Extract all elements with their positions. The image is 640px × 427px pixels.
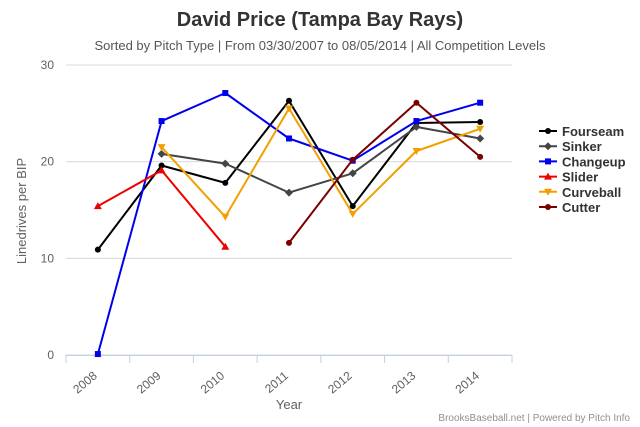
- data-point-cutter-2011: [286, 239, 292, 246]
- series-group: [93, 90, 485, 358]
- data-point-curveball-2012: [348, 210, 357, 218]
- data-point-cutter-2014: [477, 153, 484, 160]
- legend-label-fourseam: Fourseam: [562, 124, 624, 139]
- data-point-curveball-2011: [285, 105, 293, 113]
- data-point-fourseam-2010: [222, 179, 229, 186]
- data-point-curveball-2010: [221, 213, 230, 221]
- series-line-changeup: [96, 92, 481, 355]
- data-point-changeup-2014: [477, 99, 484, 106]
- credits: BrooksBaseball.net | Powered by Pitch In…: [438, 413, 630, 424]
- x-tick-label-2013: 2013: [389, 368, 419, 396]
- data-point-changeup-2008: [94, 351, 101, 358]
- legend-marker-slider: [544, 172, 552, 180]
- x-tick-label-2012: 2012: [325, 368, 355, 396]
- legend-label-cutter: Cutter: [562, 200, 600, 215]
- legend-marker-cutter: [545, 204, 551, 210]
- x-tick-label-2009: 2009: [134, 368, 164, 396]
- legend-label-sinker: Sinker: [562, 139, 602, 154]
- legend-item-sinker: Sinker: [539, 139, 602, 154]
- legend-item-changeup: Changeup: [539, 154, 626, 169]
- legend-label-slider: Slider: [562, 170, 598, 185]
- data-point-sinker-2013: [412, 122, 421, 131]
- y-tick-label-20: 20: [41, 155, 55, 169]
- y-axis-title: Linedrives per BIP: [14, 158, 29, 264]
- x-tick-label-2011: 2011: [262, 368, 291, 396]
- x-tick-label-2008: 2008: [70, 368, 100, 396]
- data-point-slider-2008: [93, 202, 102, 210]
- data-point-curveball-2009: [157, 144, 166, 152]
- data-point-curveball-2014: [476, 125, 485, 133]
- legend-marker-sinker: [544, 142, 552, 151]
- legend-item-slider: Slider: [539, 170, 598, 185]
- series-sinker: [157, 122, 485, 197]
- legend-item-curveball: Curveball: [539, 185, 621, 200]
- data-point-curveball-2013: [412, 148, 421, 156]
- series-curveball: [157, 105, 485, 221]
- series-line-curveball: [160, 107, 481, 218]
- data-point-fourseam-2008: [94, 246, 101, 253]
- legend-item-cutter: Cutter: [539, 200, 600, 215]
- series-cutter: [286, 99, 484, 246]
- data-point-slider-2009: [157, 166, 166, 174]
- data-point-sinker-2012: [348, 169, 357, 178]
- data-point-changeup-2010: [222, 90, 229, 97]
- data-point-slider-2010: [221, 242, 230, 250]
- series-slider: [93, 166, 230, 250]
- y-tick-label-10: 10: [41, 251, 55, 265]
- y-tick-label-30: 30: [41, 58, 55, 72]
- chart-subtitle: Sorted by Pitch Type | From 03/30/2007 t…: [95, 38, 546, 53]
- series-changeup: [94, 90, 484, 358]
- data-point-fourseam-2012: [349, 203, 356, 210]
- data-point-fourseam-2014: [477, 119, 484, 126]
- y-axis-ticks: 0 10 20 30: [41, 58, 55, 362]
- legend-label-changeup: Changeup: [562, 154, 626, 169]
- legend-marker-fourseam: [545, 128, 551, 134]
- legend-marker-curveball: [544, 188, 552, 196]
- series-line-sinker: [161, 125, 481, 194]
- data-point-fourseam-2009: [158, 162, 165, 169]
- chart-title: David Price (Tampa Bay Rays): [177, 9, 463, 31]
- x-axis: 2008 2009 2010 2011 2012 2013 2014: [65, 355, 513, 396]
- series-line-slider: [97, 169, 227, 248]
- data-point-fourseam-2011: [286, 97, 292, 104]
- legend: FourseamSinkerChangeupSliderCurveballCut…: [539, 124, 626, 215]
- data-point-sinker-2010: [221, 159, 230, 168]
- x-tick-label-2014: 2014: [453, 368, 483, 396]
- data-point-changeup-2013: [413, 118, 420, 125]
- series-line-cutter: [288, 101, 481, 244]
- data-point-changeup-2011: [286, 135, 292, 142]
- legend-marker-changeup: [545, 158, 551, 165]
- data-point-cutter-2013: [413, 99, 420, 106]
- x-axis-title: Year: [276, 397, 303, 412]
- data-point-sinker-2011: [285, 188, 293, 197]
- y-tick-label-0: 0: [47, 348, 54, 362]
- series-line-fourseam: [97, 99, 481, 251]
- legend-item-fourseam: Fourseam: [539, 124, 624, 139]
- data-point-sinker-2014: [476, 134, 485, 143]
- x-tick-label-2010: 2010: [198, 368, 228, 396]
- legend-label-curveball: Curveball: [562, 185, 621, 200]
- data-point-cutter-2012: [349, 156, 356, 163]
- data-point-sinker-2009: [157, 149, 166, 158]
- data-point-changeup-2009: [158, 118, 165, 125]
